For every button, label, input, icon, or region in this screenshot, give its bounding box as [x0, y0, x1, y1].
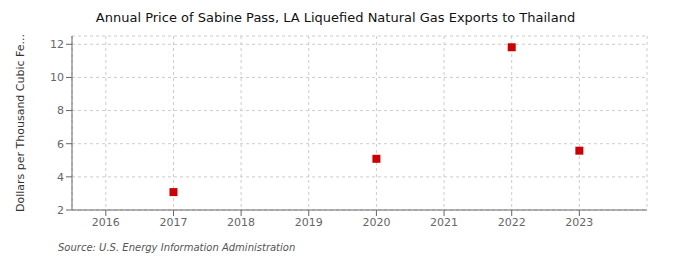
- svg-text:2019: 2019: [295, 216, 323, 229]
- svg-text:2021: 2021: [430, 216, 458, 229]
- svg-text:4: 4: [57, 171, 64, 184]
- html-text:Source: U.S. Energy Informatio: Source: U.S. Energy Information Administ…: [58, 242, 296, 253]
- svg-text:6: 6: [57, 138, 64, 151]
- svg-text:2020: 2020: [362, 216, 390, 229]
- svg-text:Dollars per Thousand Cubic Fe.: Dollars per Thousand Cubic Fe...: [14, 34, 27, 212]
- svg-text:12: 12: [50, 38, 64, 51]
- svg-text:2022: 2022: [498, 216, 526, 229]
- svg-text:2018: 2018: [227, 216, 255, 229]
- svg-text:8: 8: [57, 104, 64, 117]
- svg-text:2017: 2017: [159, 216, 187, 229]
- svg-text:10: 10: [50, 71, 64, 84]
- svg-text:2016: 2016: [92, 216, 120, 229]
- svg-text:2023: 2023: [565, 216, 593, 229]
- svg-text:2: 2: [57, 204, 64, 217]
- html-text:Annual Price of Sabine Pass, L: Annual Price of Sabine Pass, LA Liquefie…: [95, 10, 576, 25]
